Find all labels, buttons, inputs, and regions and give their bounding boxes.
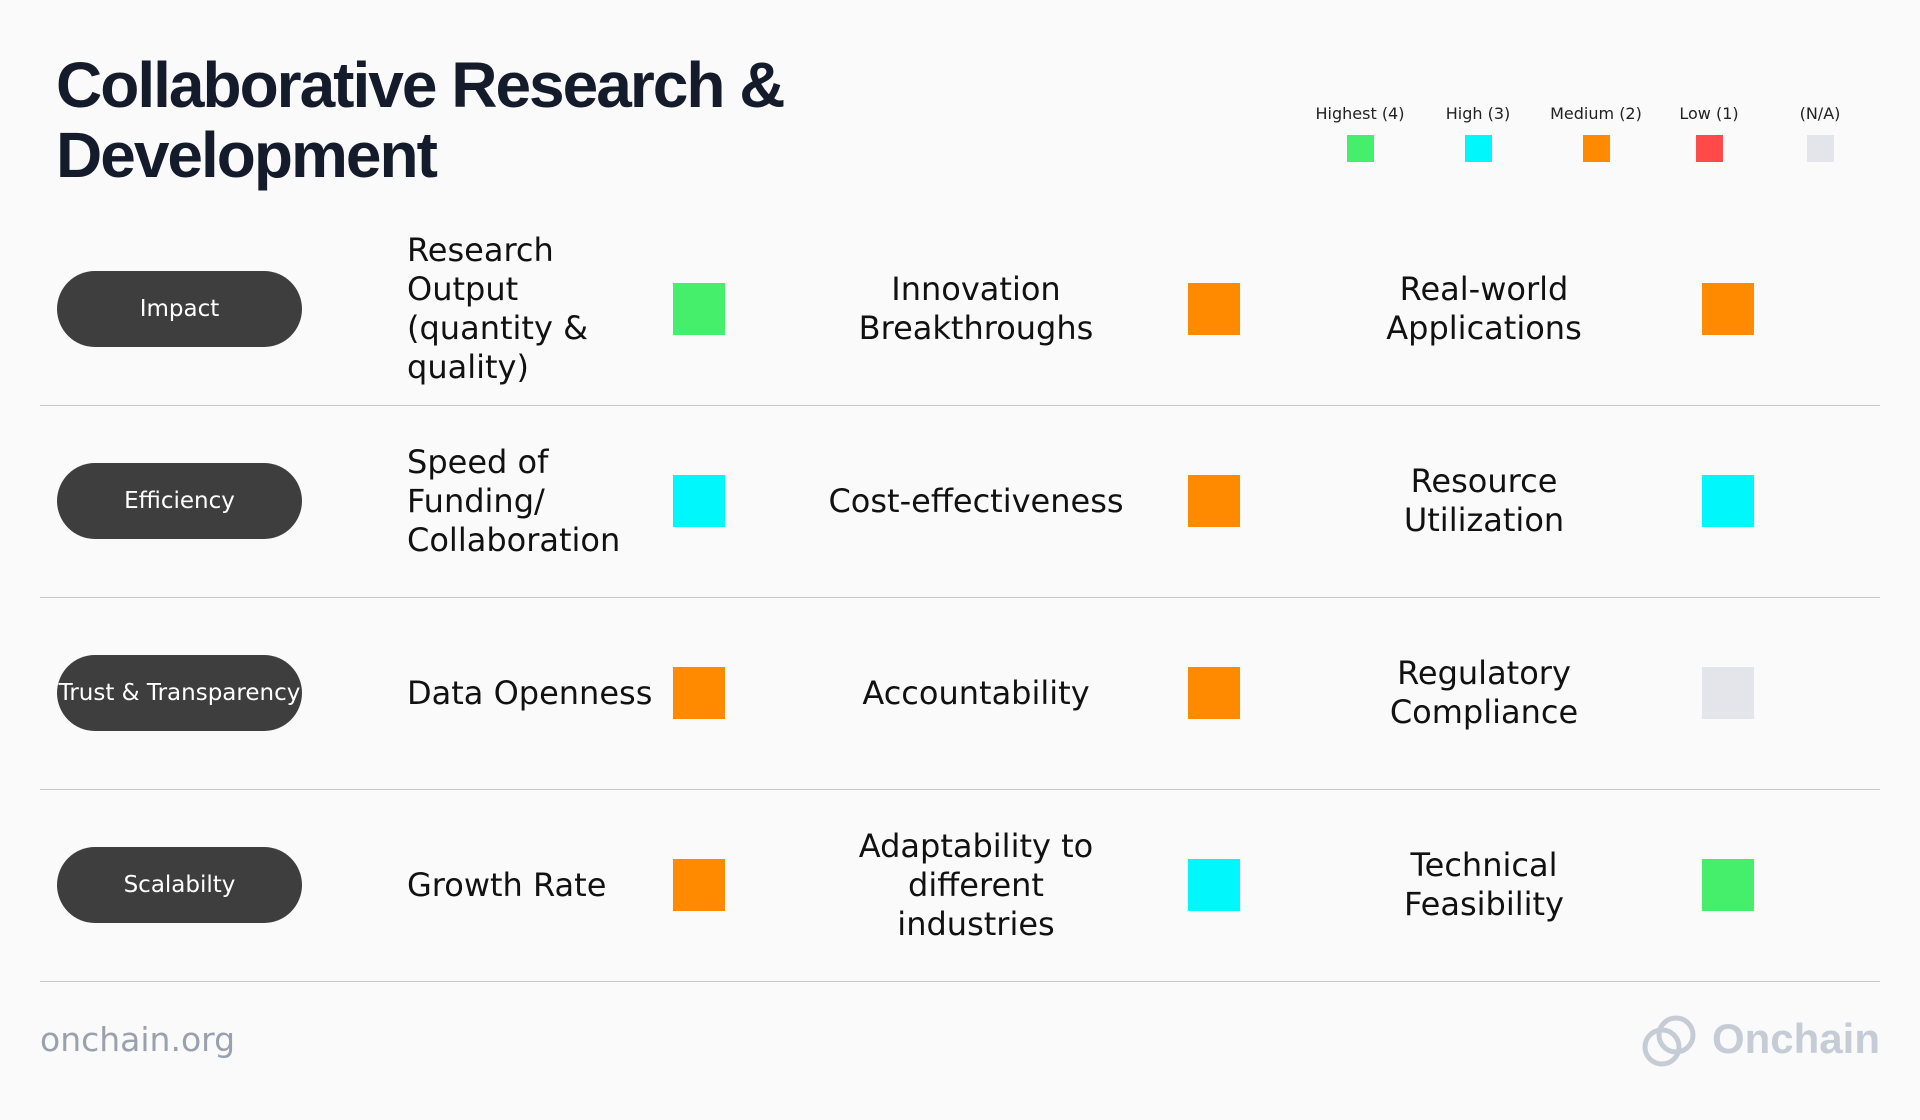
rating-square	[673, 475, 725, 527]
metric-label: Innovation Breakthroughs	[858, 270, 1094, 347]
category-pill: Efficiency	[57, 463, 302, 539]
row-separator	[40, 981, 1880, 982]
brand-logo	[1642, 1015, 1696, 1067]
metric-label: Accountability	[862, 673, 1090, 712]
footer-brand: Onchain	[1711, 1015, 1880, 1062]
legend-swatch	[1582, 135, 1610, 162]
metric-label: Data Openness	[407, 673, 653, 712]
rating-square	[673, 667, 725, 719]
category-pill: Impact	[57, 271, 302, 347]
rating-square	[1702, 283, 1754, 335]
metric-label: Growth Rate	[407, 865, 607, 904]
legend-swatch	[1346, 135, 1374, 162]
metric-label: Adaptability to different industries	[858, 826, 1094, 943]
footer-site: onchain.org	[40, 1020, 236, 1059]
legend-label: (N/A)	[1799, 104, 1841, 123]
rating-square	[673, 283, 725, 335]
category-pill: Trust & Transparency	[57, 655, 302, 731]
legend-label: Low (1)	[1679, 104, 1739, 123]
metric-label: Technical Feasibility	[1404, 846, 1564, 923]
rating-square	[673, 859, 725, 911]
metric-label: Resource Utilization	[1403, 462, 1565, 539]
rating-square	[1188, 667, 1240, 719]
metric-label: Research Output (quantity & quality)	[407, 231, 589, 386]
rating-square	[1702, 667, 1754, 719]
legend-swatch	[1806, 135, 1834, 162]
rating-square	[1702, 859, 1754, 911]
title: Collaborative Research & Development	[56, 49, 785, 191]
rating-square	[1188, 859, 1240, 911]
legend-swatch	[1464, 135, 1492, 162]
rating-square	[1702, 475, 1754, 527]
legend-label: High (3)	[1445, 104, 1511, 123]
legend-label: Medium (2)	[1550, 104, 1642, 123]
legend-swatch	[1695, 135, 1723, 162]
metric-label: Speed of Funding/ Collaboration	[407, 442, 621, 559]
metric-label: Cost-effectiveness	[828, 481, 1124, 520]
row-separator	[40, 789, 1880, 790]
row-separator	[40, 405, 1880, 406]
legend-label: Highest (4)	[1315, 104, 1405, 123]
rating-square	[1188, 283, 1240, 335]
metric-label: Real-world Applications	[1386, 270, 1582, 347]
metric-label: Regulatory Compliance	[1389, 654, 1579, 731]
category-pill: Scalabilty	[57, 847, 302, 923]
row-separator	[40, 597, 1880, 598]
rating-square	[1188, 475, 1240, 527]
